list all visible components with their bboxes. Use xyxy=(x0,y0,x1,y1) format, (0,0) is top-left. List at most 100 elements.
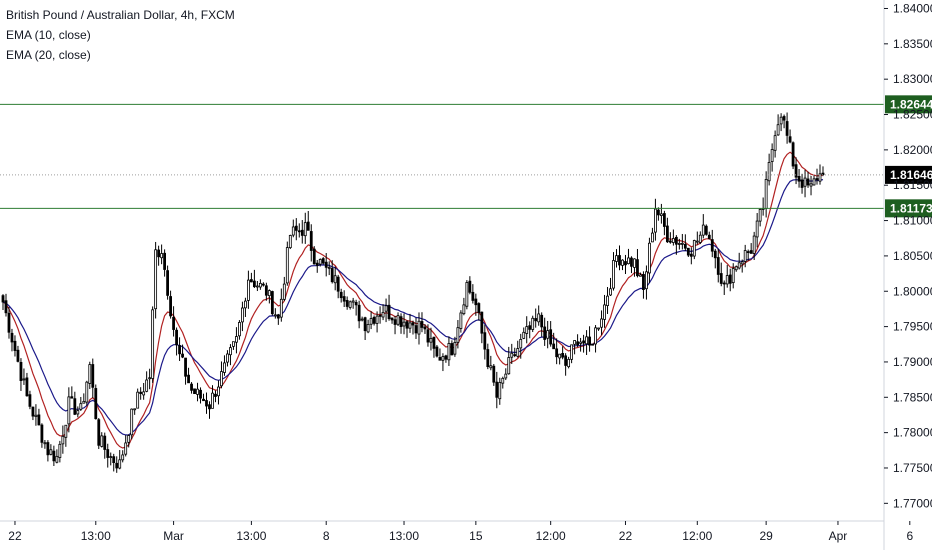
candle-body xyxy=(351,300,355,303)
candle-body xyxy=(345,300,349,307)
candle-body xyxy=(172,316,175,330)
candle-body xyxy=(540,314,544,328)
candle-body xyxy=(695,240,699,243)
candle-body xyxy=(585,336,588,345)
candle-body xyxy=(779,116,783,125)
candle-body xyxy=(821,172,825,176)
candle-body xyxy=(692,240,696,257)
candle-body xyxy=(399,316,403,327)
candle-body xyxy=(378,314,382,317)
candle-body xyxy=(184,357,187,377)
candle-body xyxy=(516,348,520,357)
candle-body xyxy=(339,291,343,299)
candle-body xyxy=(214,393,217,397)
candle-body xyxy=(88,364,92,384)
candle-body xyxy=(597,327,600,330)
candle-body xyxy=(199,389,202,399)
candle-body xyxy=(220,371,223,387)
candle-body xyxy=(477,303,481,314)
candle-body xyxy=(67,396,71,425)
candle-body xyxy=(483,332,487,350)
candle-body xyxy=(818,173,822,182)
candle-body xyxy=(384,305,388,312)
candle-body xyxy=(456,327,460,343)
candle-body xyxy=(55,455,59,463)
candle-body xyxy=(510,352,514,358)
candle-body xyxy=(64,424,68,438)
y-tick-label: 1.78000 xyxy=(893,426,932,440)
candle-body xyxy=(229,347,232,356)
candle-body xyxy=(474,298,478,306)
candle-body xyxy=(555,348,559,358)
candle-body xyxy=(639,274,642,277)
y-tick-label: 1.80500 xyxy=(893,249,932,263)
candle-body xyxy=(16,349,20,362)
candle-body xyxy=(609,288,612,296)
candle-body xyxy=(671,238,675,243)
candle-body xyxy=(537,313,541,323)
candle-body xyxy=(285,247,289,284)
candle-body xyxy=(737,262,741,269)
candle-body xyxy=(315,262,319,266)
x-tick-label: 12:00 xyxy=(682,529,712,543)
candle-body xyxy=(665,225,669,243)
candle-body xyxy=(37,414,41,426)
candle-body xyxy=(267,290,271,297)
candle-body xyxy=(294,225,298,231)
candle-body xyxy=(273,314,277,317)
candle-body xyxy=(683,244,687,249)
candle-body xyxy=(794,164,798,178)
candle-body xyxy=(659,213,663,216)
candle-body xyxy=(151,309,155,379)
candle-body xyxy=(291,226,295,236)
candle-body xyxy=(73,398,77,415)
candle-body xyxy=(588,336,591,346)
candle-body xyxy=(169,296,172,317)
candle-body xyxy=(190,383,193,391)
time-axis: 22 13:00 Mar 13:00 8 13:00 15 12:00 22 12:00 29 Apr… xyxy=(0,520,913,543)
candle-body xyxy=(100,435,104,447)
candle-body xyxy=(459,312,463,329)
candle-body xyxy=(160,253,164,259)
candle-body xyxy=(211,392,214,409)
ema-lines xyxy=(2,151,824,449)
candle-body xyxy=(387,304,391,320)
candle-body xyxy=(112,456,116,464)
candle-body xyxy=(546,330,550,339)
candle-body xyxy=(94,388,98,420)
x-tick-label: 13:00 xyxy=(236,529,266,543)
candle-body xyxy=(615,255,618,262)
candle-body xyxy=(642,274,645,290)
candle-body xyxy=(716,257,720,275)
candle-body xyxy=(749,250,753,254)
candle-body xyxy=(217,386,220,397)
candle-body xyxy=(704,225,708,235)
candle-body xyxy=(52,450,56,462)
x-tick-label: 8 xyxy=(323,529,330,543)
candle-body xyxy=(330,268,334,283)
candle-body xyxy=(115,462,119,469)
last_price-label: 1.81646 xyxy=(890,168,932,182)
candle-body xyxy=(130,408,134,436)
candle-body xyxy=(731,268,735,283)
candle-body xyxy=(208,404,211,410)
candle-body xyxy=(354,301,358,306)
y-tick-label: 1.80000 xyxy=(893,284,932,298)
horizontal-levels[interactable]: 1.82644 1.81646 1.81173 xyxy=(0,95,932,218)
candle-body xyxy=(91,364,95,388)
candle-body xyxy=(58,443,62,458)
candle-body xyxy=(381,311,385,318)
candle-body xyxy=(657,209,660,216)
candle-body xyxy=(375,315,379,324)
candle-body xyxy=(106,449,110,458)
y-tick-label: 1.77000 xyxy=(893,496,932,510)
candle-body xyxy=(525,326,529,334)
candle-body xyxy=(791,142,795,167)
candle-body xyxy=(507,357,511,375)
candle-body xyxy=(501,377,505,384)
candle-body xyxy=(534,318,538,322)
support-label-bg xyxy=(885,199,932,218)
candle-body xyxy=(309,231,313,251)
